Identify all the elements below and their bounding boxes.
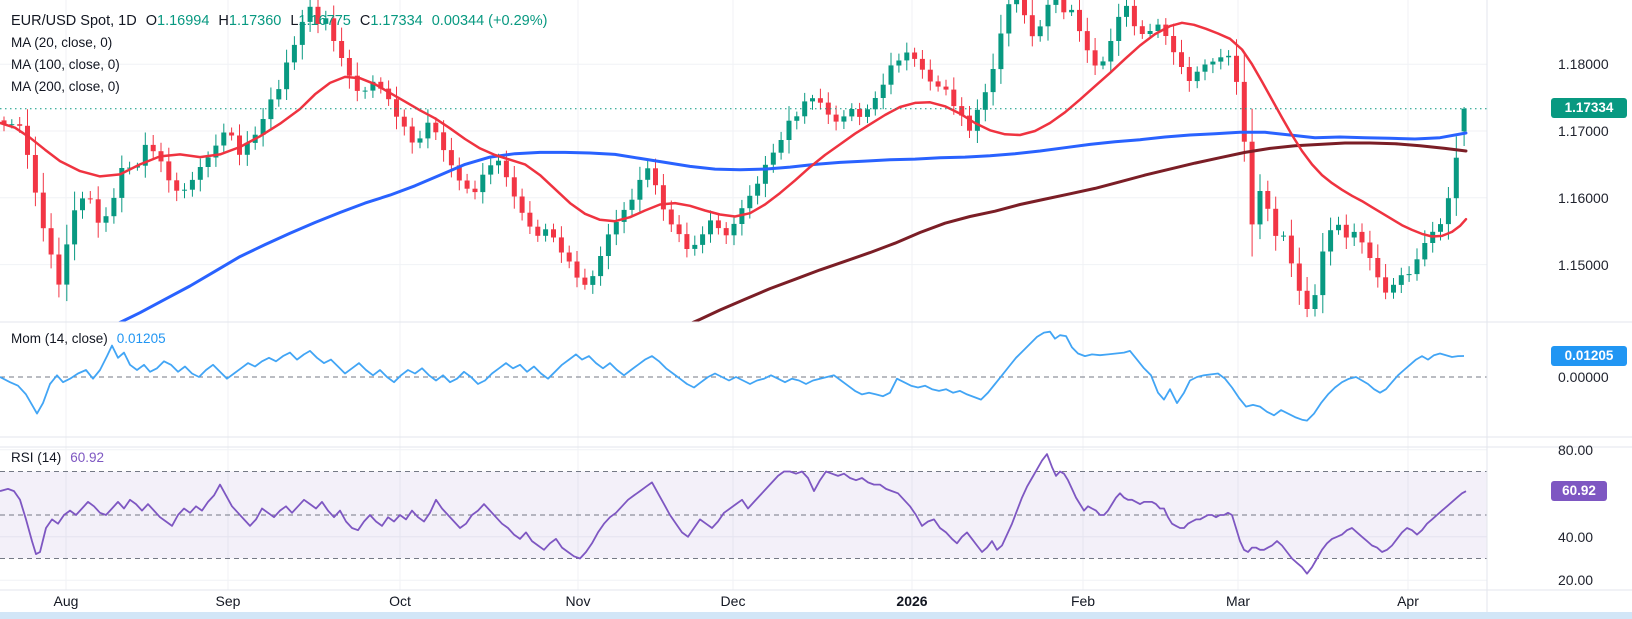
month-label: Mar	[1225, 593, 1251, 609]
ma20-legend[interactable]: MA (20, close, 0)	[11, 35, 113, 50]
month-label: Aug	[53, 593, 79, 609]
open-value: 1.16994	[157, 13, 210, 29]
close-value: 1.17334	[370, 13, 423, 29]
high-label: H	[218, 13, 229, 29]
price-tick-label: 1.17000	[1558, 123, 1609, 139]
rsi-tick-label: 20.00	[1558, 572, 1594, 589]
momentum-label: Mom (14, close)	[11, 331, 108, 346]
price-axis[interactable]: 1.17334 0.01205 60.92 0.00000 1.18000 1.1…	[1487, 0, 1632, 612]
momentum-badge: 0.01205	[1551, 346, 1627, 366]
high-value: 1.17360	[228, 13, 282, 29]
open-label: O	[145, 13, 157, 29]
low-value: 1.16775	[298, 13, 351, 29]
month-label: Feb	[1070, 593, 1096, 609]
momentum-legend[interactable]: Mom (14, close) 0.01205	[11, 331, 166, 346]
rsi-legend[interactable]: RSI (14) 60.92	[11, 450, 104, 465]
low-label: L	[290, 13, 299, 29]
price-tick-label: 1.18000	[1558, 56, 1609, 73]
ma200-legend[interactable]: MA (200, close, 0)	[11, 79, 120, 94]
time-axis[interactable]: Aug Sep Oct Nov Dec 2026 Feb Mar Apr	[0, 590, 1487, 612]
symbol-header: EUR/USD Spot, 1D O1.16994 H1.17360 L1.16775…	[11, 13, 547, 29]
price-tick-label: 1.16000	[1558, 189, 1609, 206]
rsi-tick-label: 80.00	[1558, 441, 1594, 458]
month-label: Sep	[215, 593, 241, 609]
rsi-tick-label: 40.00	[1558, 528, 1594, 545]
rsi-label: RSI (14)	[11, 450, 62, 465]
month-label: 2026	[896, 593, 928, 609]
rsi-badge: 60.92	[1551, 481, 1607, 501]
rsi-value: 60.92	[70, 450, 105, 465]
month-label: Nov	[565, 593, 591, 609]
change-value: 0.00344 (+0.29%)	[431, 13, 548, 29]
ma100-legend[interactable]: MA (100, close, 0)	[11, 57, 120, 72]
month-label: Apr	[1397, 593, 1419, 609]
bottom-strip	[0, 612, 1632, 619]
mom-zero-tick-label: 0.00000	[1558, 369, 1609, 385]
month-label: Dec	[720, 593, 746, 609]
month-label: Oct	[389, 593, 411, 609]
momentum-value: 0.01205	[116, 331, 166, 346]
price-tick-label: 1.15000	[1558, 256, 1609, 273]
close-label: C	[359, 13, 371, 29]
symbol-title[interactable]: EUR/USD Spot, 1D	[11, 13, 137, 29]
last-price-badge: 1.17334	[1551, 98, 1627, 118]
